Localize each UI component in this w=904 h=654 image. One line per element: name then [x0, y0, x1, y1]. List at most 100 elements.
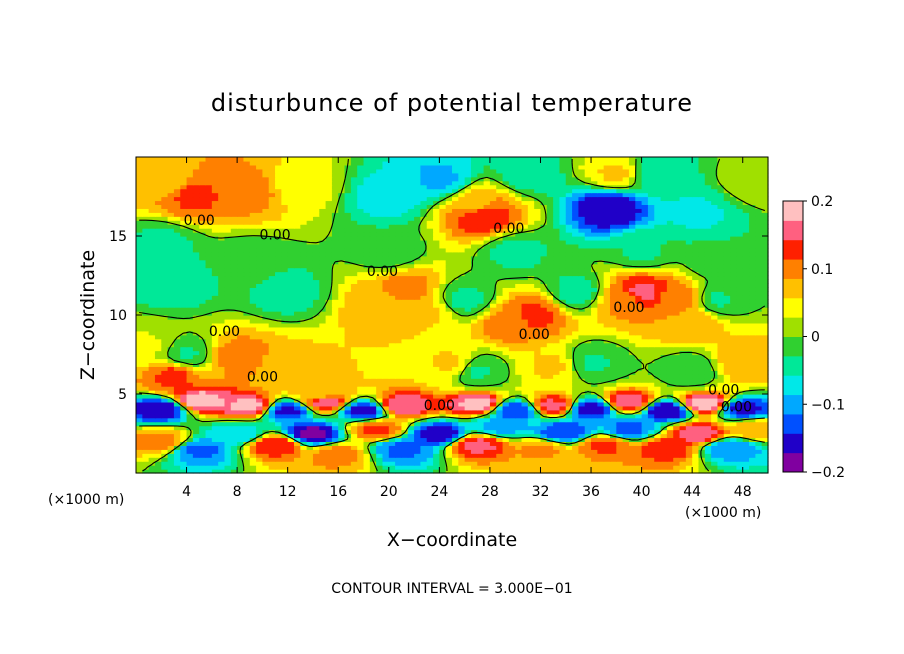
- heatmap-cell: [407, 445, 415, 450]
- heatmap-cell: [420, 401, 428, 407]
- heatmap-cell: [553, 307, 561, 312]
- heatmap-cell: [717, 374, 725, 379]
- heatmap-cell: [142, 397, 150, 403]
- heatmap-cell: [711, 291, 719, 296]
- heatmap-cell: [641, 469, 649, 474]
- heatmap-cell: [496, 386, 504, 391]
- heatmap-cell: [136, 283, 143, 288]
- heatmap-cell: [173, 295, 181, 300]
- heatmap-cell: [420, 318, 428, 324]
- heatmap-cell: [363, 330, 371, 336]
- heatmap-cell: [167, 417, 175, 423]
- heatmap-cell: [306, 437, 314, 442]
- heatmap-cell: [673, 390, 681, 395]
- heatmap-cell: [275, 275, 282, 281]
- heatmap-cell: [591, 299, 598, 304]
- heatmap-cell: [755, 346, 763, 352]
- heatmap-cell: [628, 382, 636, 387]
- heatmap-cell: [445, 386, 453, 391]
- heatmap-cell: [350, 382, 358, 387]
- heatmap-cell: [559, 390, 567, 395]
- heatmap-cell: [458, 315, 466, 320]
- heatmap-cell: [382, 315, 390, 320]
- heatmap-cell: [249, 405, 257, 411]
- heatmap-cell: [439, 382, 447, 387]
- heatmap-cell: [357, 401, 365, 407]
- heatmap-cell: [603, 465, 611, 470]
- heatmap-cell: [679, 461, 687, 466]
- heatmap-cell: [641, 330, 649, 336]
- heatmap-cell: [553, 433, 561, 439]
- heatmap-cell: [142, 390, 150, 395]
- heatmap-cell: [319, 322, 327, 328]
- heatmap-cell: [369, 409, 377, 415]
- heatmap-cell: [199, 299, 207, 304]
- heatmap-cell: [407, 326, 415, 332]
- heatmap-cell: [414, 394, 421, 399]
- heatmap-cell: [426, 461, 434, 466]
- heatmap-cell: [521, 437, 529, 442]
- heatmap-cell: [249, 295, 257, 300]
- heatmap-cell: [287, 287, 295, 292]
- heatmap-cell: [521, 461, 529, 466]
- heatmap-cell: [584, 287, 592, 292]
- heatmap-cell: [666, 441, 674, 446]
- heatmap-cell: [136, 378, 143, 383]
- heatmap-cell: [420, 322, 428, 328]
- heatmap-cell: [515, 441, 523, 446]
- heatmap-cell: [230, 378, 238, 383]
- heatmap-cell: [692, 322, 700, 328]
- heatmap-cell: [603, 405, 611, 411]
- heatmap-cell: [350, 386, 358, 391]
- heatmap-cell: [275, 350, 282, 356]
- heatmap-cell: [382, 433, 390, 439]
- heatmap-cell: [312, 374, 320, 379]
- heatmap-cell: [578, 366, 586, 371]
- heatmap-cell: [470, 425, 478, 431]
- heatmap-cell: [180, 401, 188, 407]
- heatmap-cell: [692, 417, 700, 423]
- heatmap-cell: [711, 362, 719, 367]
- heatmap-cell: [679, 413, 687, 419]
- heatmap-cell: [249, 461, 257, 466]
- heatmap-cell: [287, 322, 295, 328]
- heatmap-cell: [704, 334, 712, 340]
- heatmap-cell: [584, 346, 592, 352]
- heatmap-cell: [237, 318, 245, 324]
- heatmap-cell: [534, 295, 542, 300]
- heatmap-cell: [224, 441, 232, 446]
- heatmap-cell: [148, 457, 156, 462]
- heatmap-cell: [698, 390, 706, 395]
- heatmap-cell: [211, 421, 219, 427]
- heatmap-cell: [312, 457, 320, 462]
- heatmap-cell: [761, 433, 769, 439]
- heatmap-cell: [489, 394, 497, 399]
- heatmap-cell: [584, 429, 592, 435]
- heatmap-cell: [559, 311, 567, 316]
- heatmap-cell: [294, 275, 301, 281]
- heatmap-cell: [167, 437, 175, 442]
- heatmap-cell: [357, 469, 365, 474]
- heatmap-cell: [211, 386, 219, 391]
- heatmap-cell: [433, 287, 440, 292]
- heatmap-cell: [723, 374, 731, 379]
- heatmap-cell: [433, 279, 440, 284]
- heatmap-cell: [635, 378, 643, 383]
- heatmap-cell: [192, 350, 200, 356]
- heatmap-cell: [477, 461, 485, 466]
- heatmap-cell: [565, 307, 573, 312]
- heatmap-cell: [761, 307, 769, 312]
- heatmap-cell: [761, 334, 769, 340]
- heatmap-cell: [515, 318, 523, 324]
- heatmap-cell: [540, 358, 548, 363]
- heatmap-cell: [660, 445, 668, 450]
- heatmap-cell: [338, 338, 346, 344]
- heatmap-cell: [458, 295, 466, 300]
- heatmap-cell: [363, 334, 371, 340]
- heatmap-cell: [761, 469, 769, 474]
- heatmap-cell: [275, 390, 282, 395]
- heatmap-cell: [470, 358, 478, 363]
- heatmap-cell: [439, 334, 447, 340]
- heatmap-cell: [414, 315, 421, 320]
- heatmap-cell: [249, 421, 257, 427]
